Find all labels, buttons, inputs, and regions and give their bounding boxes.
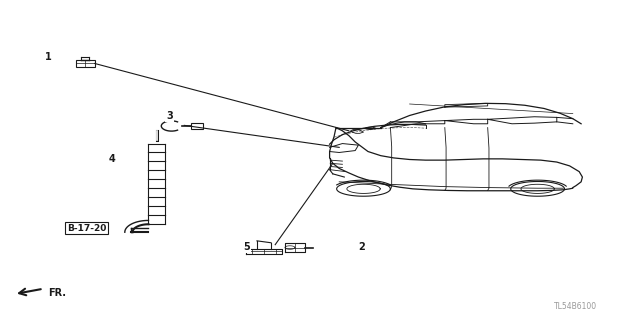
Text: B-17-20: B-17-20: [67, 224, 106, 233]
Text: TL54B6100: TL54B6100: [554, 302, 598, 311]
Text: 5: 5: [243, 242, 250, 252]
Text: 4: 4: [109, 154, 115, 165]
Text: 1: 1: [45, 52, 51, 63]
Text: 2: 2: [358, 242, 365, 252]
Text: 3: 3: [166, 111, 173, 122]
Bar: [191, 123, 203, 129]
Text: FR.: FR.: [48, 288, 66, 298]
